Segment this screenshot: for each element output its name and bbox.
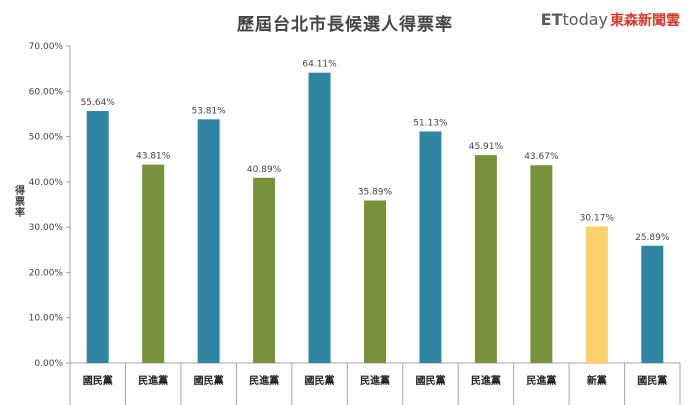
- x-category-label: 民進黨: [249, 374, 279, 387]
- chart-title: 歷屆台北市長候選人得票率: [237, 15, 453, 35]
- y-tick-label: 70.00%: [29, 42, 64, 52]
- bar-value-label: 64.11%: [302, 60, 337, 70]
- bar: [530, 165, 553, 363]
- bar: [641, 245, 664, 363]
- y-tick-label: 60.00%: [29, 87, 64, 97]
- bar-value-label: 45.91%: [469, 142, 504, 152]
- bar: [253, 177, 276, 363]
- bar-value-label: 35.89%: [358, 187, 393, 197]
- bar: [86, 111, 109, 363]
- bar: [419, 131, 442, 363]
- bar: [308, 72, 331, 364]
- bar: [474, 155, 497, 363]
- bar: [142, 164, 165, 363]
- x-category-label: 民進黨: [138, 374, 168, 387]
- logo-chinese-text: 東森新聞雲: [610, 13, 680, 29]
- y-tick-label: 20.00%: [29, 268, 64, 278]
- ettoday-logo: ETtoday 東森新聞雲: [541, 10, 680, 30]
- logo-et-text: ET: [540, 10, 563, 29]
- bar: [364, 200, 386, 363]
- y-axis-label: 得票率: [15, 186, 25, 219]
- y-tick-label: 30.00%: [29, 223, 64, 233]
- x-category-label: 民進黨: [471, 374, 501, 387]
- x-category-label: 國民黨: [415, 374, 445, 387]
- y-tick-label: 40.00%: [29, 178, 64, 188]
- x-category-label: 國民黨: [305, 374, 335, 387]
- bar-value-label: 55.64%: [81, 98, 116, 108]
- bar-value-label: 43.81%: [136, 152, 171, 162]
- y-tick-label: 0.00%: [34, 359, 63, 369]
- bar-value-label: 51.13%: [413, 118, 448, 128]
- x-category-label: 國民黨: [83, 374, 113, 387]
- bar-value-label: 30.17%: [580, 213, 615, 223]
- bar-value-label: 43.67%: [524, 152, 559, 162]
- bar: [585, 226, 608, 363]
- x-category-label: 新黨: [587, 374, 607, 387]
- bar-value-label: 40.89%: [247, 165, 282, 175]
- y-tick-label: 50.00%: [29, 133, 64, 143]
- bar: [197, 119, 220, 364]
- x-category-label: 民進黨: [360, 374, 390, 387]
- x-category-label: 民進黨: [526, 374, 556, 387]
- x-category-label: 國民黨: [194, 374, 224, 387]
- bar-value-label: 25.89%: [635, 233, 670, 243]
- y-tick-label: 10.00%: [29, 314, 64, 324]
- logo-today-text: today: [562, 10, 609, 29]
- x-category-label: 國民黨: [637, 374, 667, 387]
- bar-value-label: 53.81%: [191, 106, 226, 116]
